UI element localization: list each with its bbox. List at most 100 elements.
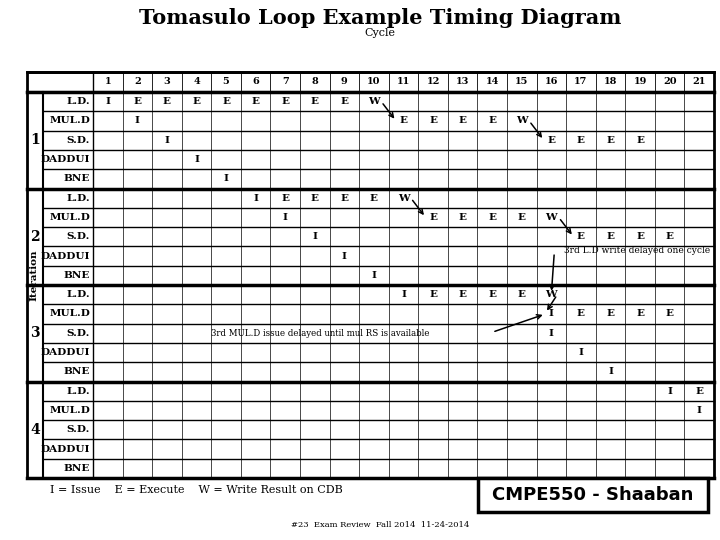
Text: E: E <box>488 213 496 222</box>
Text: I: I <box>372 271 377 280</box>
Text: E: E <box>606 232 614 241</box>
Text: W: W <box>368 97 379 106</box>
Text: 10: 10 <box>367 78 381 86</box>
Text: E: E <box>341 194 348 202</box>
Text: #23  Exam Review  Fall 2014  11-24-2014: #23 Exam Review Fall 2014 11-24-2014 <box>291 521 469 529</box>
Text: 8: 8 <box>312 78 318 86</box>
Text: I: I <box>342 252 347 260</box>
Text: 4: 4 <box>193 78 200 86</box>
Text: 19: 19 <box>634 78 647 86</box>
Text: Iteration: Iteration <box>30 249 38 301</box>
Text: E: E <box>311 97 319 106</box>
Text: I: I <box>105 97 110 106</box>
Text: E: E <box>636 136 644 145</box>
Text: E: E <box>252 97 260 106</box>
Text: I: I <box>283 213 288 222</box>
Text: E: E <box>370 194 378 202</box>
Text: 16: 16 <box>544 78 558 86</box>
Text: MUL.D: MUL.D <box>49 309 90 319</box>
Text: L.D.: L.D. <box>66 290 90 299</box>
Text: I: I <box>549 309 554 319</box>
Text: I: I <box>549 329 554 338</box>
Text: E: E <box>577 136 585 145</box>
Bar <box>27 72 714 478</box>
Text: I: I <box>135 117 140 125</box>
Text: E: E <box>606 136 614 145</box>
Text: E: E <box>429 117 437 125</box>
Text: E: E <box>636 309 644 319</box>
Text: I: I <box>224 174 228 184</box>
Text: E: E <box>666 309 674 319</box>
Text: E: E <box>696 387 703 396</box>
Text: I: I <box>401 290 406 299</box>
Text: E: E <box>459 117 467 125</box>
Text: E: E <box>459 213 467 222</box>
Text: I: I <box>608 367 613 376</box>
Text: E: E <box>133 97 141 106</box>
Text: E: E <box>311 194 319 202</box>
Text: E: E <box>459 290 467 299</box>
Text: 3rd MUL.D issue delayed until mul RS is available: 3rd MUL.D issue delayed until mul RS is … <box>211 329 430 338</box>
Text: E: E <box>400 117 408 125</box>
Text: 3rd L.D write delayed one cycle: 3rd L.D write delayed one cycle <box>564 246 710 255</box>
Text: 21: 21 <box>693 78 706 86</box>
Text: 20: 20 <box>663 78 677 86</box>
Text: Cycle: Cycle <box>364 28 395 38</box>
Text: DADDUI: DADDUI <box>40 155 90 164</box>
Text: 2: 2 <box>30 230 40 244</box>
Text: BNE: BNE <box>63 367 90 376</box>
Text: 2: 2 <box>134 78 140 86</box>
Text: DADDUI: DADDUI <box>40 348 90 357</box>
Text: L.D.: L.D. <box>66 387 90 396</box>
Text: I: I <box>194 155 199 164</box>
Text: E: E <box>429 213 437 222</box>
Text: E: E <box>518 213 526 222</box>
Text: 4: 4 <box>30 423 40 437</box>
Text: DADDUI: DADDUI <box>40 252 90 260</box>
Text: E: E <box>282 194 289 202</box>
Text: E: E <box>636 232 644 241</box>
Bar <box>478 478 708 512</box>
Text: I: I <box>312 232 318 241</box>
Text: W: W <box>397 194 409 202</box>
Text: W: W <box>546 213 557 222</box>
Text: E: E <box>547 136 555 145</box>
Text: I: I <box>253 194 258 202</box>
Text: MUL.D: MUL.D <box>49 406 90 415</box>
Text: E: E <box>666 232 674 241</box>
Text: E: E <box>429 290 437 299</box>
Text: L.D.: L.D. <box>66 97 90 106</box>
Text: 9: 9 <box>341 78 348 86</box>
Text: I: I <box>164 136 169 145</box>
Text: 3: 3 <box>30 326 40 340</box>
Text: 11: 11 <box>397 78 410 86</box>
Text: E: E <box>488 117 496 125</box>
Text: E: E <box>341 97 348 106</box>
Text: 12: 12 <box>426 78 440 86</box>
Text: S.D.: S.D. <box>67 426 90 434</box>
Text: MUL.D: MUL.D <box>49 117 90 125</box>
Text: E: E <box>518 290 526 299</box>
Text: 14: 14 <box>485 78 499 86</box>
Text: S.D.: S.D. <box>67 136 90 145</box>
Text: BNE: BNE <box>63 174 90 184</box>
Text: MUL.D: MUL.D <box>49 213 90 222</box>
Text: BNE: BNE <box>63 271 90 280</box>
Text: E: E <box>163 97 171 106</box>
Text: E: E <box>606 309 614 319</box>
Text: I = Issue    E = Execute    W = Write Result on CDB: I = Issue E = Execute W = Write Result o… <box>50 485 343 495</box>
Text: E: E <box>488 290 496 299</box>
Text: W: W <box>546 290 557 299</box>
Text: DADDUI: DADDUI <box>40 444 90 454</box>
Text: E: E <box>577 309 585 319</box>
Text: E: E <box>192 97 200 106</box>
Text: W: W <box>516 117 528 125</box>
Text: 3: 3 <box>163 78 171 86</box>
Text: E: E <box>577 232 585 241</box>
Text: E: E <box>222 97 230 106</box>
Text: 13: 13 <box>456 78 469 86</box>
Text: I: I <box>697 406 702 415</box>
Text: CMPE550 - Shaaban: CMPE550 - Shaaban <box>492 486 693 504</box>
Text: L.D.: L.D. <box>66 194 90 202</box>
Text: E: E <box>282 97 289 106</box>
